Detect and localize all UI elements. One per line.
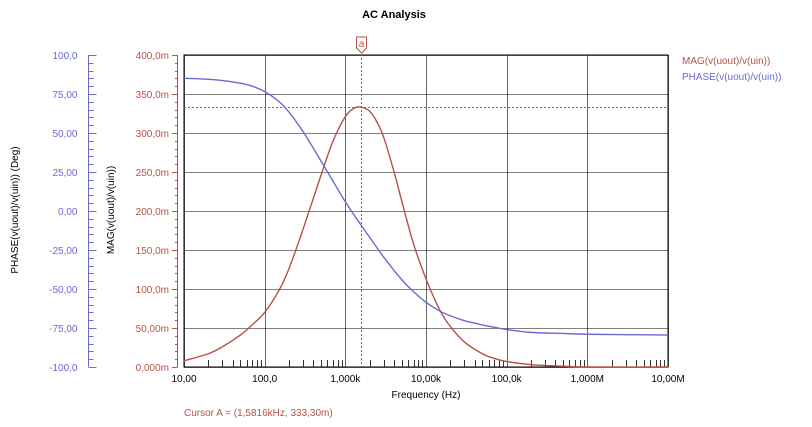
y-phase-tick-label: -25,00	[49, 246, 78, 257]
series-layer	[183, 77, 669, 368]
x-tick-label: 1,000M	[571, 374, 604, 385]
y-left-tick-label: 350,0m	[136, 90, 169, 101]
x-tick-label: 10,00k	[411, 374, 442, 385]
grid	[183, 54, 669, 368]
y-left-tick-label: 100,0m	[136, 285, 169, 296]
x-axis-frequency: 10,00 100,0 1,000k 10,00k 100,0k 1,000M 10,00M	[171, 360, 685, 385]
y-phase-tick-label: -75,00	[49, 324, 78, 335]
phase-axis: -100,0 -75,00 -50,00 -25,00 0,00 25,00 50,00 75…	[49, 51, 97, 374]
cursor-layer[interactable]: a	[184, 36, 668, 367]
series-line-magnitude	[183, 106, 669, 368]
x-axis-label: Frequency (Hz)	[392, 390, 461, 401]
series-line-phase	[183, 77, 669, 336]
y-phase-tick-label: 75,00	[52, 90, 77, 101]
y-phase-tick-label: 0,00	[58, 207, 78, 218]
y-left-tick-label: 50,00m	[136, 324, 169, 335]
legend-phase: PHASE(v(uout)/v(uin))	[682, 72, 781, 83]
y-left-tick-label: 200,0m	[136, 207, 169, 218]
plot-frame	[183, 54, 669, 368]
y-left-tick-label: 250,0m	[136, 168, 169, 179]
left-axis-magnitude: 0,000m 50,00m 100,0m 150,0m 200,0m 250,0m 300,…	[136, 51, 178, 374]
y-axis-phase-label: PHASE(v(uout)/v(uin)) (Deg)	[10, 146, 21, 273]
y-left-tick-label: 150,0m	[136, 246, 169, 257]
legend-mag: MAG(v(uout)/v(uin))	[682, 56, 770, 67]
y-left-tick-label: 300,0m	[136, 129, 169, 140]
x-tick-label: 100,0	[252, 374, 277, 385]
x-tick-label: 100,0k	[492, 374, 523, 385]
cursor-marker-label: a	[359, 39, 365, 50]
chart-title: AC Analysis	[362, 9, 426, 21]
y-phase-tick-label: 100,0	[52, 51, 77, 62]
y-axis-left-label: MAG(v(uout)/v(uin))	[106, 166, 117, 254]
x-tick-label: 10,00M	[651, 374, 684, 385]
y-phase-tick-label: 50,00	[52, 129, 77, 140]
y-phase-tick-label: 25,00	[52, 168, 77, 179]
x-tick-label: 10,00	[171, 374, 196, 385]
y-left-tick-label: 0,000m	[136, 363, 169, 374]
cursor-readout: Cursor A = (1,5816kHz, 333,30m)	[184, 408, 333, 419]
y-phase-tick-label: -100,0	[49, 363, 78, 374]
cursor-marker-flag	[356, 36, 367, 54]
y-phase-tick-label: -50,00	[49, 285, 78, 296]
y-left-tick-label: 400,0m	[136, 51, 169, 62]
x-tick-label: 1,000k	[330, 374, 361, 385]
